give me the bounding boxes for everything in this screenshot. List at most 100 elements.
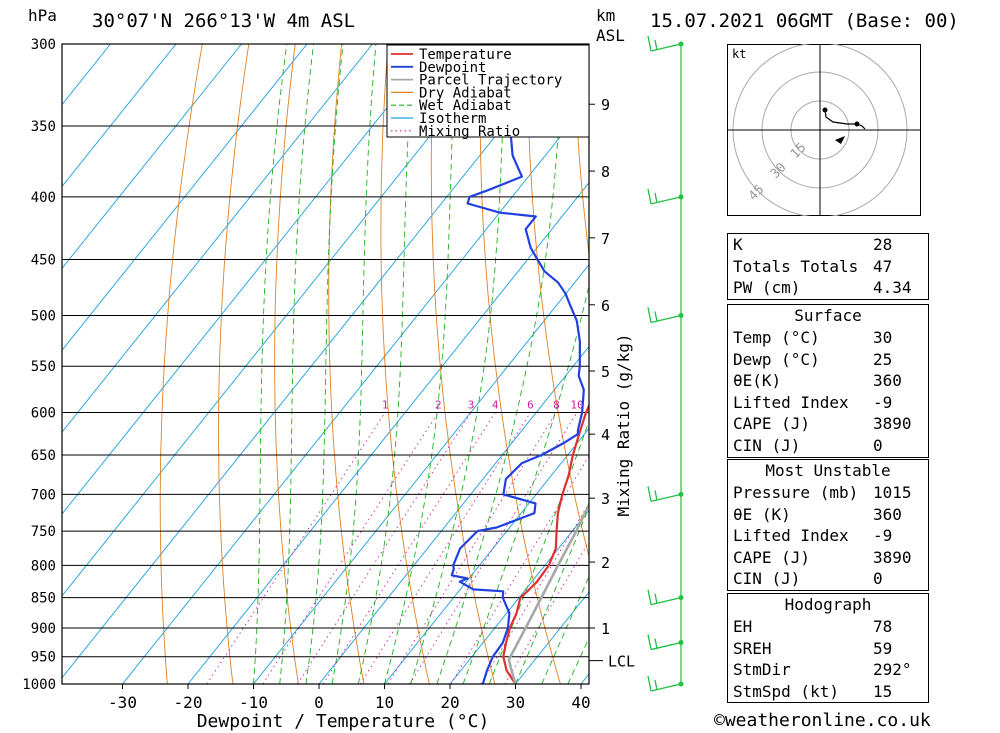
x-tick-label: -30 — [108, 693, 137, 712]
pressure-tick-label: 650 — [31, 448, 56, 464]
most-unstable-label: Pressure (mb) — [733, 483, 859, 502]
most-unstable-row: Pressure (mb) 1015 — [728, 482, 928, 504]
isotherm-line — [62, 44, 504, 597]
most-unstable-row: θE (K) 360 — [728, 504, 928, 526]
index-row: K 28 — [728, 234, 928, 256]
most-unstable-label: θE (K) — [733, 504, 791, 524]
km-tick-label: 9 — [601, 96, 610, 114]
legend-entry: Wet Adiabat — [419, 98, 512, 114]
isotherm-line — [318, 345, 589, 684]
pressure-tick-label: 950 — [31, 650, 56, 666]
isotherm-line — [62, 44, 308, 351]
wet-adiabat-line — [357, 44, 414, 684]
surface-value: 3890 — [873, 414, 912, 434]
dry-adiabat-line — [430, 44, 496, 684]
hodograph-label: StmDir — [733, 660, 791, 680]
pressure-tick-label: 700 — [31, 487, 56, 503]
wind-barb — [647, 307, 682, 324]
legend-entry: Temperature — [419, 47, 512, 63]
hodograph-label: EH — [733, 617, 753, 636]
isotherm-line — [122, 100, 589, 684]
surface-label: CIN (J) — [733, 435, 801, 455]
most-unstable-label: Lifted Index — [733, 526, 849, 546]
wet-adiabat-line — [279, 44, 315, 684]
index-label: Totals Totals — [733, 256, 859, 276]
dry-adiabat-line — [945, 44, 1000, 684]
km-unit-label: km — [596, 6, 616, 25]
km-tick-label: 6 — [601, 297, 610, 315]
mixing-ratio-label: 4 — [492, 398, 499, 411]
dry-adiabat-line — [274, 44, 299, 684]
wet-adiabat-line — [515, 506, 589, 684]
most-unstable-row: Lifted Index -9 — [728, 525, 928, 547]
mixing-ratio-axis-label: Mixing Ratio (g/kg) — [614, 333, 633, 516]
surface-label: θE(K) — [733, 371, 782, 391]
isotherm-line — [62, 44, 373, 433]
legend-entry: Parcel Trajectory — [419, 73, 562, 89]
mixing-ratio-label: 20 — [637, 398, 650, 411]
wind-barb — [647, 486, 682, 503]
surface-label: CAPE (J) — [733, 414, 811, 434]
isotherm-line — [384, 427, 589, 684]
indices-table: K 28 Totals Totals 47 PW (cm) 4.34 — [727, 233, 929, 300]
pressure-tick-label: 1000 — [22, 677, 56, 693]
isotherm-line — [449, 509, 589, 684]
most-unstable-row: CAPE (J) 3890 — [728, 547, 928, 569]
legend-entry: Mixing Ratio — [419, 124, 520, 140]
mixing-ratio-line — [387, 412, 557, 684]
mixing-ratio-label: 1 — [382, 398, 389, 411]
pressure-tick-label: 500 — [31, 309, 56, 325]
surface-row: Lifted Index -9 — [728, 392, 928, 414]
asl-unit-label: ASL — [596, 26, 625, 45]
hodograph-value: 292° — [873, 660, 912, 680]
surface-row: CAPE (J) 3890 — [728, 413, 928, 435]
most-unstable-table: Most Unstable Pressure (mb) 1015 θE (K) 36… — [727, 459, 929, 591]
hodograph-point — [854, 121, 860, 127]
wind-barb — [647, 675, 682, 692]
index-row: Totals Totals 47 — [728, 256, 928, 278]
index-label: PW (cm) — [733, 278, 801, 298]
surface-value: 25 — [873, 349, 893, 369]
most-unstable-value: 1015 — [873, 483, 912, 502]
mixing-ratio-line — [297, 412, 472, 684]
hodograph-row: EH 78 — [728, 616, 928, 638]
plot-frame — [61, 43, 590, 685]
mixing-ratio-line — [322, 412, 496, 684]
most-unstable-value: 0 — [873, 569, 883, 589]
km-tick-label: 4 — [601, 426, 610, 444]
surface-title: Surface — [794, 306, 862, 325]
mixing-ratio-line — [450, 455, 589, 684]
lcl-label: LCL — [608, 653, 635, 671]
pressure-tick-label: 800 — [31, 558, 56, 574]
isotherm-line — [253, 263, 589, 684]
most-unstable-label: CIN (J) — [733, 569, 801, 589]
hodograph: kt 15 30 45 — [727, 44, 921, 216]
mixing-ratio-label: 3 — [468, 398, 475, 411]
storm-motion-marker — [835, 136, 845, 144]
hodograph-table: Hodograph EH 78 SREH 59 StmDir 292° StmSpd … — [727, 593, 929, 704]
legend-entry: Dewpoint — [419, 60, 486, 76]
surface-row: θE(K) 360 — [728, 370, 928, 392]
mixing-ratio-label: 6 — [527, 398, 534, 411]
hodograph-title: Hodograph — [784, 595, 872, 614]
most-unstable-value: 360 — [873, 504, 902, 524]
surface-row: CIN (J) 0 — [728, 435, 928, 457]
dry-adiabat-line — [328, 44, 365, 684]
hodograph-value: 78 — [873, 617, 893, 636]
wet-adiabat-line — [410, 44, 507, 684]
pressure-tick-label: 550 — [31, 359, 56, 375]
x-tick-label: 10 — [375, 693, 394, 712]
mixing-ratio-line — [206, 412, 386, 684]
most-unstable-row: CIN (J) 0 — [728, 568, 928, 590]
hodograph-unit: kt — [732, 47, 746, 61]
isotherm-line — [187, 182, 589, 684]
surface-value: 0 — [873, 435, 883, 455]
wind-barb — [647, 35, 682, 52]
copyright-link[interactable]: ©weatheronline.co.uk — [714, 710, 931, 731]
index-value: 4.34 — [873, 278, 912, 298]
x-tick-label: -20 — [174, 693, 203, 712]
mixing-ratio-label: 8 — [553, 398, 560, 411]
wind-barb — [647, 188, 682, 205]
surface-row: Dewp (°C) 25 — [728, 349, 928, 371]
pressure-tick-label: 900 — [31, 621, 56, 637]
